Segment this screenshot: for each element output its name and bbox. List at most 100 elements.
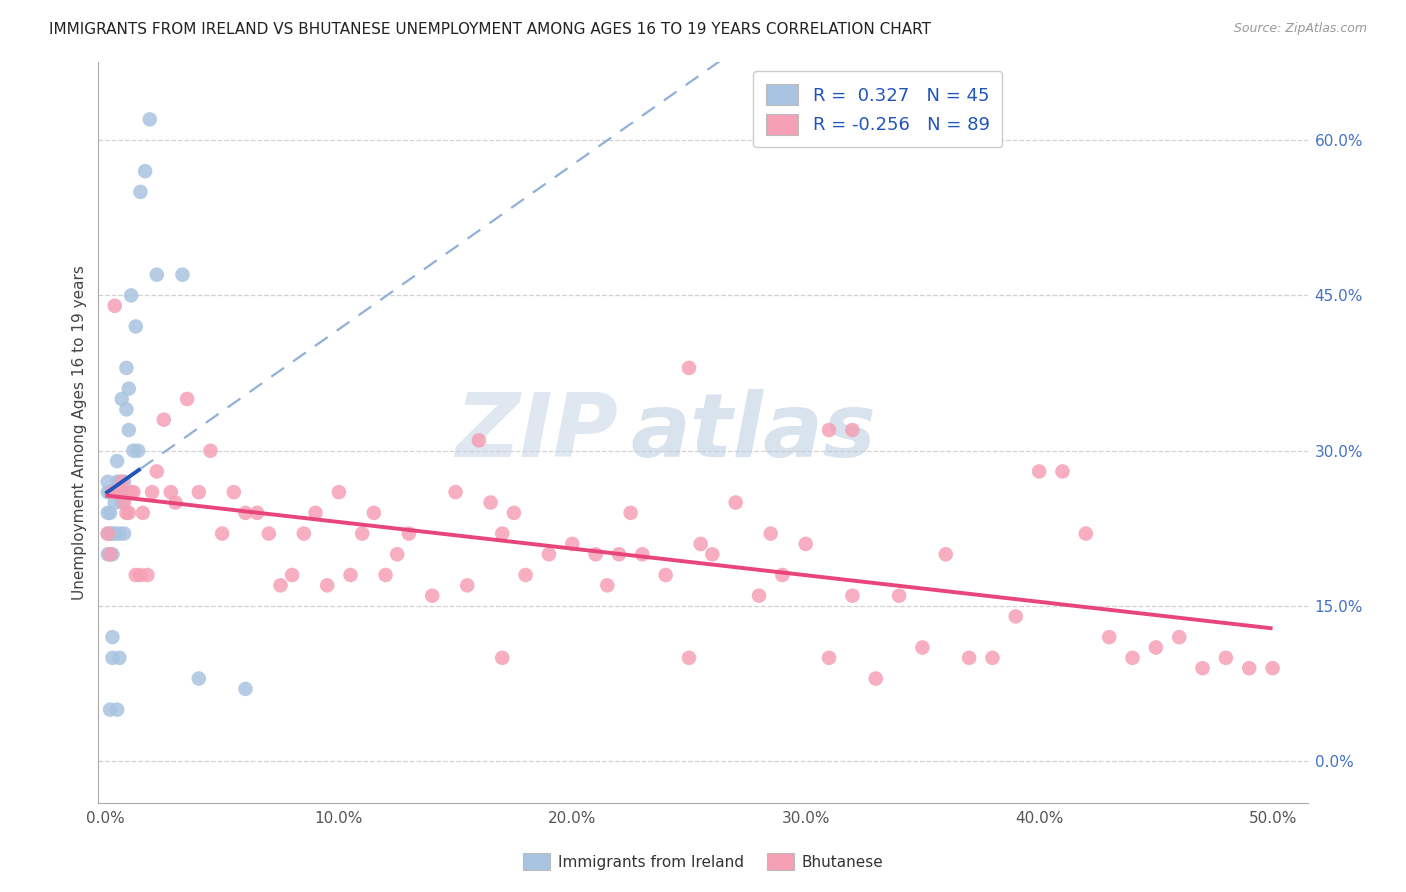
Point (304, 506, 326, 520)
Point (108, 485, 131, 500)
Point (935, 547, 957, 561)
Point (111, 495, 134, 509)
Point (101, 547, 124, 561)
Point (398, 526, 420, 541)
Point (101, 630, 124, 644)
Point (104, 485, 127, 500)
Point (1074, 526, 1097, 541)
Point (159, 485, 181, 500)
Point (724, 495, 747, 509)
Point (98, 547, 121, 561)
Point (235, 681, 257, 696)
Point (97, 526, 120, 541)
Point (456, 578, 478, 592)
Point (139, 112, 162, 127)
Point (98, 506, 121, 520)
Point (841, 589, 863, 603)
Point (98, 526, 121, 541)
Point (211, 526, 233, 541)
Point (420, 589, 443, 603)
Point (118, 423, 141, 437)
Y-axis label: Unemployment Among Ages 16 to 19 years: Unemployment Among Ages 16 to 19 years (72, 265, 87, 600)
Point (678, 360, 700, 375)
Text: ZIP: ZIP (456, 389, 619, 476)
Point (120, 288, 142, 302)
Point (115, 402, 138, 417)
Point (129, 568, 152, 582)
Point (316, 578, 339, 592)
Point (596, 578, 619, 592)
Point (146, 268, 169, 282)
Point (108, 650, 131, 665)
Point (98, 547, 121, 561)
Point (187, 485, 209, 500)
Point (537, 547, 560, 561)
Point (120, 485, 142, 500)
Point (101, 650, 124, 665)
Point (97, 485, 120, 500)
Point (112, 475, 135, 489)
Point (125, 319, 148, 334)
Point (111, 392, 134, 406)
Point (115, 506, 138, 520)
Point (911, 640, 934, 655)
Point (794, 537, 817, 551)
Point (957, 650, 980, 665)
Point (101, 485, 124, 500)
Point (1121, 650, 1143, 665)
Point (515, 568, 537, 582)
Point (136, 568, 159, 582)
Point (222, 485, 245, 500)
Point (1052, 465, 1074, 479)
Point (491, 650, 513, 665)
Point (491, 526, 513, 541)
Text: Source: ZipAtlas.com: Source: ZipAtlas.com (1233, 22, 1367, 36)
Point (187, 672, 209, 686)
Point (281, 568, 304, 582)
Point (108, 526, 131, 541)
Point (585, 547, 607, 561)
Point (112, 495, 135, 509)
Point (118, 506, 141, 520)
Text: IMMIGRANTS FROM IRELAND VS BHUTANESE UNEMPLOYMENT AMONG AGES 16 TO 19 YEARS CORR: IMMIGRANTS FROM IRELAND VS BHUTANESE UNE… (49, 22, 931, 37)
Point (105, 475, 128, 489)
Point (104, 299, 127, 313)
Point (152, 412, 174, 426)
Point (200, 443, 222, 458)
Point (129, 185, 152, 199)
Point (141, 485, 163, 500)
Point (101, 526, 124, 541)
Point (104, 526, 127, 541)
Point (105, 485, 128, 500)
Point (118, 382, 141, 396)
Point (374, 568, 396, 582)
Point (1191, 661, 1213, 675)
Point (97, 547, 120, 561)
Point (1028, 465, 1050, 479)
Point (1261, 661, 1284, 675)
Point (165, 495, 187, 509)
Point (132, 506, 155, 520)
Point (561, 537, 583, 551)
Point (444, 485, 467, 500)
Point (111, 485, 134, 500)
Point (146, 465, 169, 479)
Text: atlas: atlas (630, 389, 876, 476)
Point (105, 485, 128, 500)
Point (887, 589, 910, 603)
Point (503, 506, 526, 520)
Point (172, 268, 194, 282)
Point (97, 475, 120, 489)
Point (269, 578, 291, 592)
Point (352, 526, 374, 541)
Point (631, 547, 654, 561)
Point (176, 392, 198, 406)
Point (112, 526, 135, 541)
Point (1215, 650, 1237, 665)
Point (115, 360, 138, 375)
Point (841, 423, 863, 437)
Point (702, 547, 724, 561)
Point (98, 703, 121, 717)
Point (620, 506, 643, 520)
Point (97, 526, 120, 541)
